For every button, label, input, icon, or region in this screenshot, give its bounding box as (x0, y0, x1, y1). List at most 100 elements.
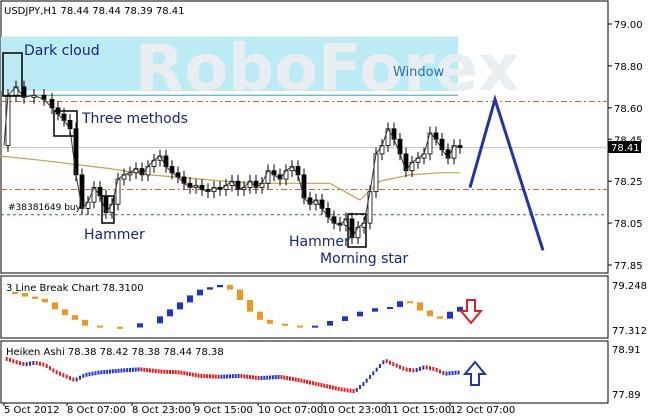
heiken-ashi-bar (169, 369, 171, 374)
heiken-ashi-bar (442, 370, 445, 375)
heiken-ashi-bar (286, 376, 289, 381)
line-break-panel (0, 275, 609, 339)
heiken-ashi-bar (85, 372, 88, 377)
heiken-ashi-bar (237, 373, 240, 378)
hammer-box-1 (101, 195, 115, 224)
heiken-ashi-bar (32, 360, 35, 365)
heiken-ashi-bar (203, 374, 206, 379)
line-break-brick (417, 302, 423, 311)
heiken-ashi-bar (220, 374, 223, 379)
heiken-ashi-bar (326, 384, 329, 389)
heiken-ashi-bar (402, 366, 405, 371)
current-price-box (608, 141, 641, 153)
x-tick-label: 10 Oct 23:00 (322, 405, 387, 416)
heiken-ashi-bar (329, 384, 331, 389)
heiken-ashi-bar (146, 368, 149, 373)
heiken-ashi-bar (297, 378, 300, 383)
line-break-brick (427, 310, 433, 317)
heiken-ashi-bar (126, 368, 129, 373)
heiken-ashi-bar (289, 376, 291, 381)
heiken-ashi-bar (375, 367, 378, 372)
heiken-ashi-bar (422, 365, 425, 370)
heiken-ashi-bar (52, 368, 55, 373)
heiken-ashi-bar (260, 376, 263, 381)
heiken-ashi-bar (55, 370, 58, 375)
line-break-brick (282, 323, 288, 326)
heiken-ashi-bar (231, 374, 234, 379)
line-break-brick (327, 320, 333, 326)
heiken-ashi-bar (166, 369, 169, 374)
heiken-ashi-bar (209, 374, 211, 379)
line-break-brick (137, 323, 143, 328)
heiken-ashi-bar (291, 377, 294, 382)
line-break-brick (372, 308, 378, 312)
heiken-ashi-bar (280, 375, 283, 380)
heiken-ashi-bar (365, 378, 368, 383)
heiken-ashi-bar (25, 362, 28, 367)
heiken-ashi-bar (249, 375, 251, 380)
line-break-brick (437, 316, 443, 319)
line-break-brick (62, 309, 68, 316)
watermark: RoboForex (135, 32, 519, 106)
line-break-brick (97, 325, 103, 328)
forecast-line (468, 94, 545, 251)
heiken-ashi-bar (197, 373, 200, 378)
y-tick-label: 78.25 (614, 177, 643, 188)
heiken-ashi-bar (191, 372, 194, 377)
order-label: #38381649 buy (8, 203, 82, 213)
line-break-brick (407, 301, 413, 304)
heiken-ashi-bar (12, 359, 15, 364)
heiken-ashi-bar (346, 388, 349, 393)
heiken-ashi-bar (106, 369, 109, 374)
heiken-ashi-bar (140, 367, 143, 372)
heiken-ashi-bar (419, 366, 421, 371)
line-break-brick (187, 295, 193, 303)
heiken-ashi-bar (177, 370, 180, 375)
heiken-ashi-bar (395, 363, 398, 368)
x-axis: 5 Oct 2012 8 Oct 07:00 8 Oct 23:00 9 Oct 15… (3, 403, 515, 416)
heiken-ashi-bar (149, 368, 151, 373)
line-break-brick (207, 287, 213, 290)
y-tick-label: 78.45 (614, 135, 643, 146)
heiken-ashi-bar (79, 375, 81, 380)
heiken-ashi-label: Heiken Ashi 78.38 78.42 78.38 78.44 78.3… (6, 347, 224, 358)
x-tick-label: 8 Oct 07:00 (67, 405, 126, 416)
line-break-brick (217, 284, 223, 288)
heiken-ashi-bar (62, 373, 65, 378)
heiken-ashi-bar (415, 368, 418, 373)
heiken-ashi-bar (103, 370, 106, 375)
x-tick-label: 5 Oct 2012 (4, 405, 59, 416)
x-tick-label: 9 Oct 15:00 (194, 405, 253, 416)
heiken-ashi-bar (303, 379, 306, 384)
heiken-ashi-bar (35, 361, 38, 366)
heiken-ashi-bar (109, 369, 111, 374)
heiken-ashi-bar (257, 375, 260, 380)
heiken-ashi-bar (154, 369, 157, 374)
heiken-ashi-bar (425, 365, 428, 370)
line-break-brick (447, 311, 453, 319)
line-break-brick (22, 293, 28, 297)
heiken-ashi-bar (309, 380, 311, 385)
heiken-ashi-bar (337, 386, 340, 391)
line-break-brick (297, 325, 303, 328)
heiken-ashi-bar (29, 361, 31, 366)
heiken-ashi-bar (405, 367, 408, 372)
heiken-ashi-bar (189, 372, 191, 377)
heiken-ashi-bar (314, 381, 317, 386)
heiken-ashi-bar (340, 387, 343, 392)
heiken-ashi-bar (355, 387, 358, 392)
heiken-ashi-bar (15, 360, 18, 365)
heiken-ashi-bar (382, 360, 385, 365)
line-break-brick (82, 319, 88, 326)
heiken-ashi-bar (283, 375, 286, 380)
y-tick-label: 77.85 (614, 261, 643, 272)
dark-cloud-label: Dark cloud (24, 43, 100, 59)
heiken-ashi-bar (206, 374, 209, 379)
line-break-brick (32, 296, 38, 299)
heiken-ashi-bar (171, 370, 174, 375)
line-break-label: 3 Line Break Chart 78.3100 (6, 283, 144, 294)
down-arrow-icon (458, 299, 484, 325)
line-break-tick-bottom: 77.312 (612, 326, 647, 337)
heiken-ashi-bar (42, 362, 45, 367)
